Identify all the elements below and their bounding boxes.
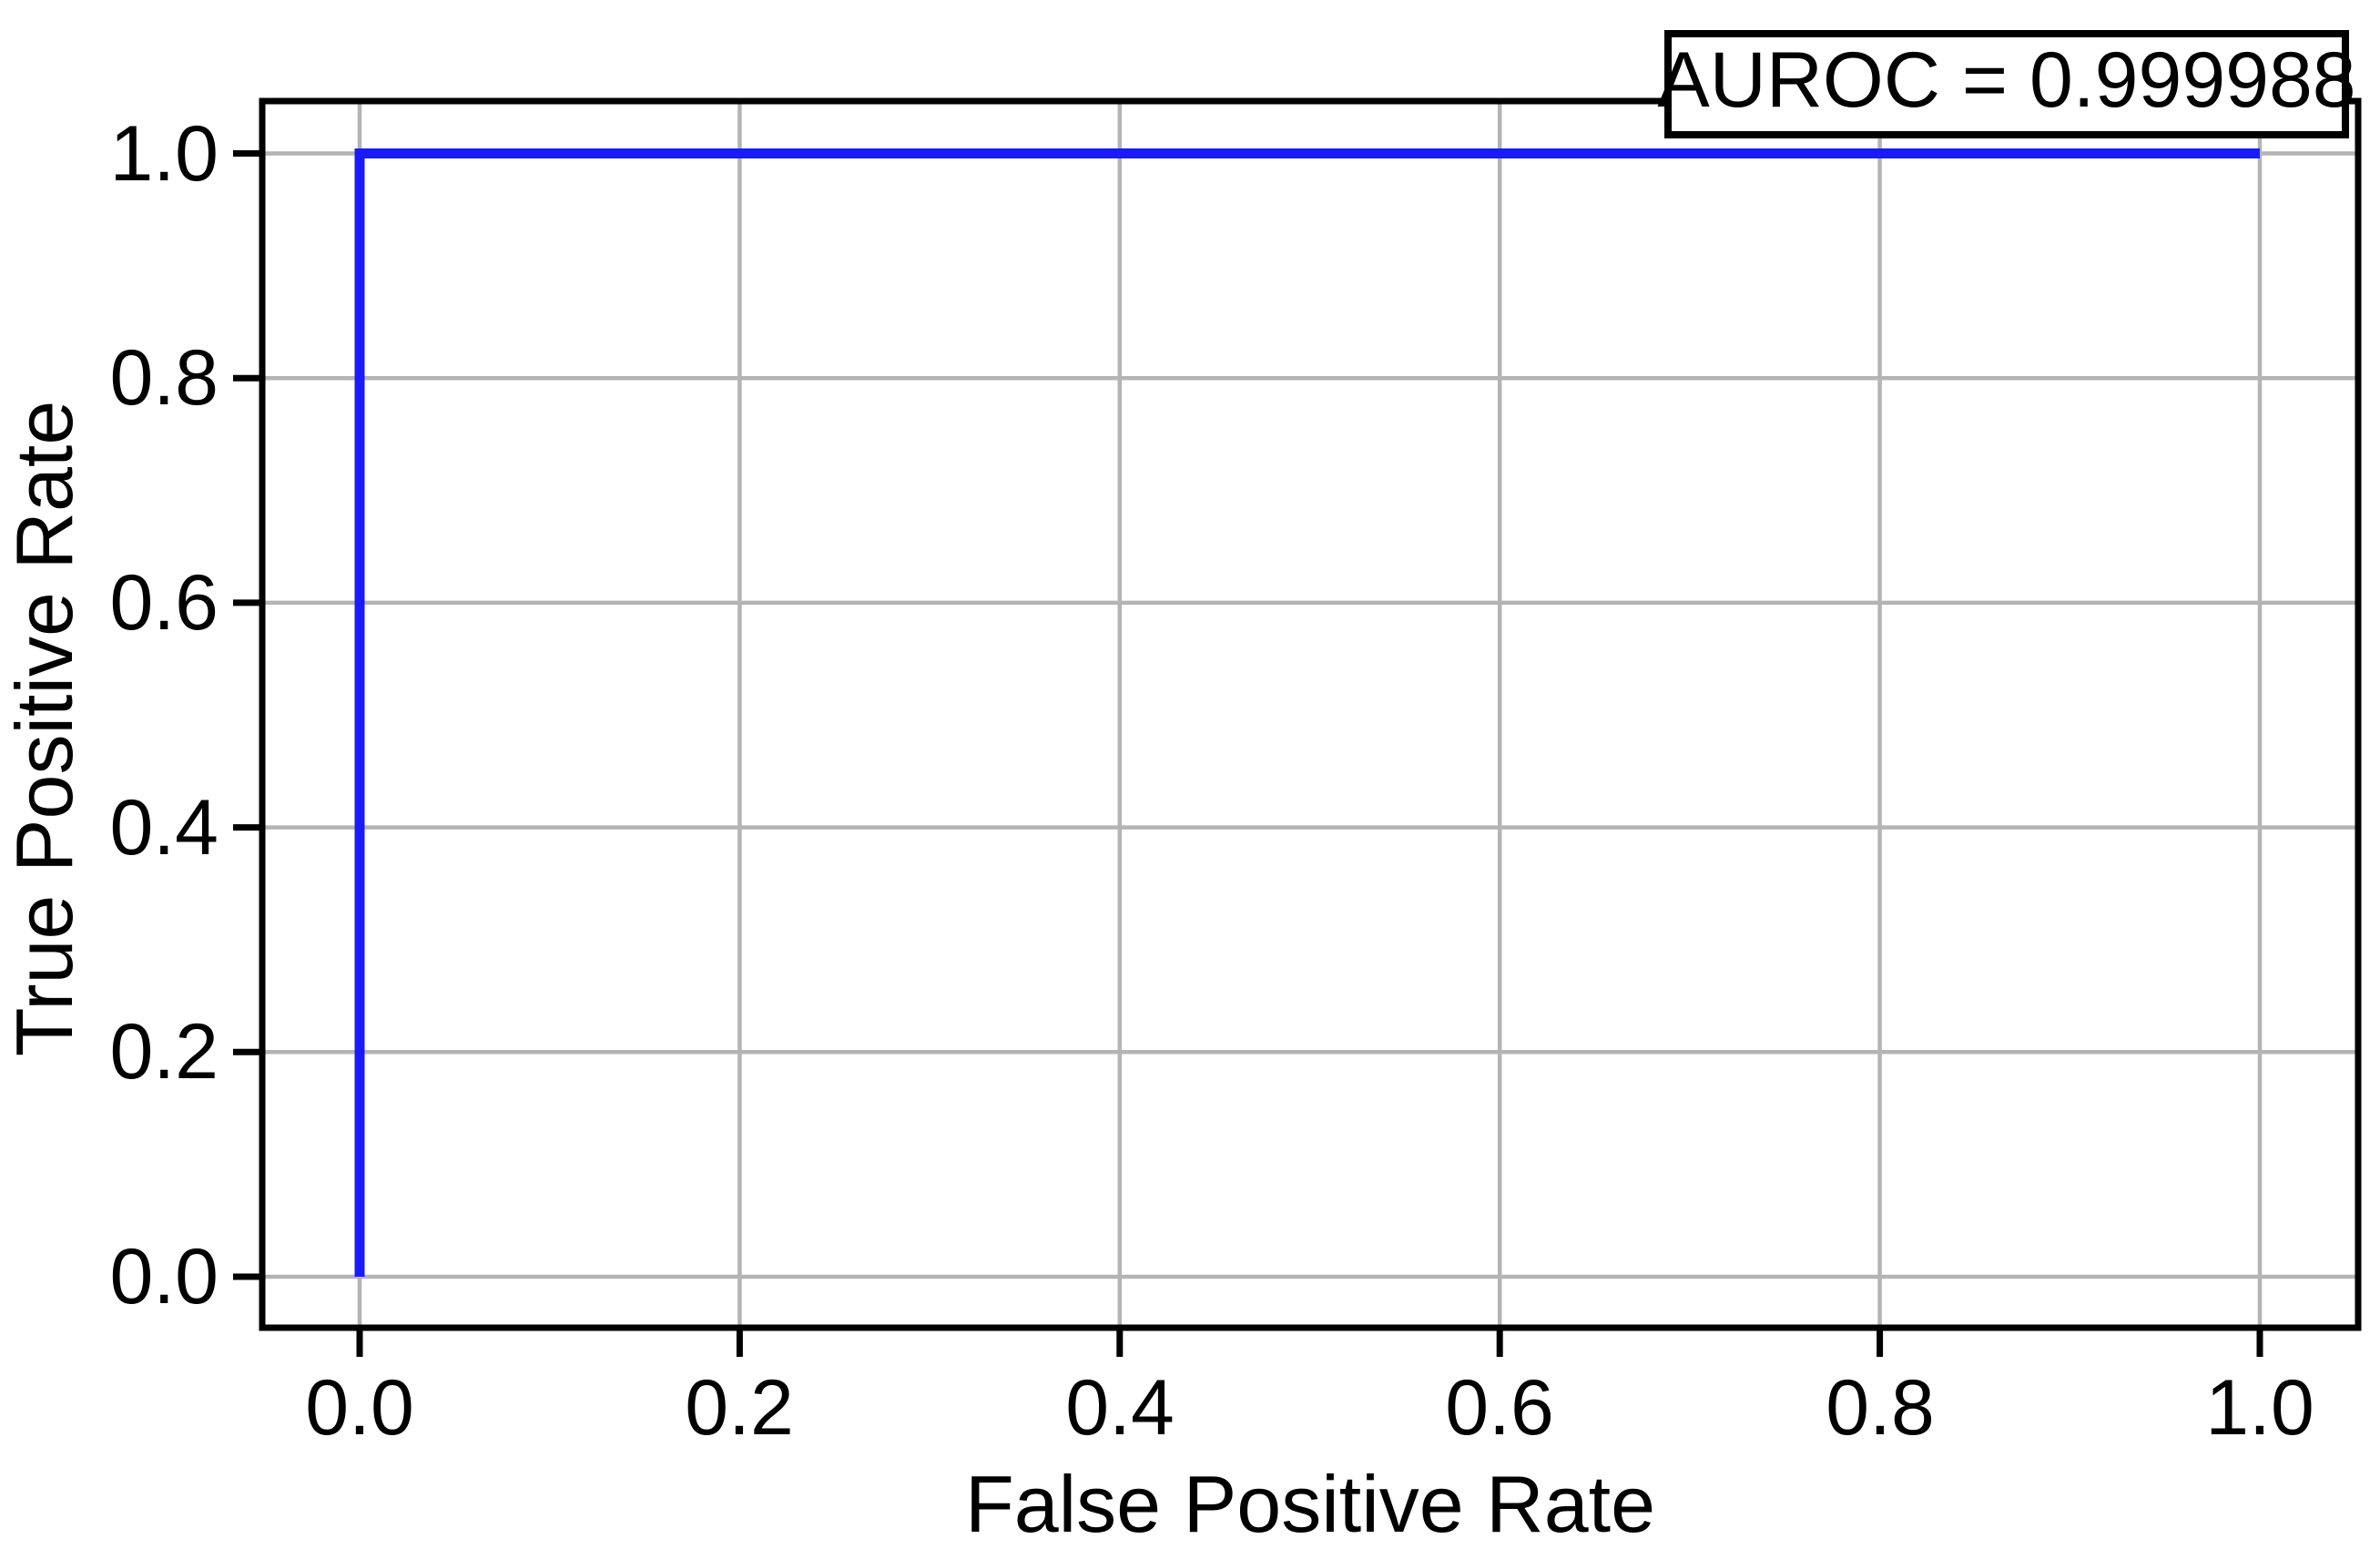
x-tick-label: 0.6 (1445, 1364, 1554, 1452)
y-tick-label: 0.0 (109, 1233, 219, 1320)
y-axis-label: True Positive Rate (0, 400, 89, 1057)
y-tick-label: 0.2 (109, 1008, 219, 1096)
x-tick-label: 0.8 (1826, 1364, 1935, 1452)
x-tick-label: 0.0 (305, 1364, 414, 1452)
y-tick-label: 1.0 (109, 110, 219, 198)
x-tick-label: 1.0 (2205, 1364, 2314, 1452)
plot-frame (259, 97, 2362, 1331)
x-tick-label: 0.2 (685, 1364, 794, 1452)
y-tick-label: 0.4 (109, 784, 219, 871)
roc-curve-line (354, 148, 2260, 1277)
y-tick-label: 0.8 (109, 334, 219, 422)
x-axis-label: False Positive Rate (964, 1459, 1656, 1549)
x-tick-label: 0.4 (1065, 1364, 1175, 1452)
legend-box: AUROC = 0.999988 (1657, 30, 2356, 138)
y-tick-label: 0.6 (109, 559, 219, 647)
legend-label: AUROC = 0.999988 (1657, 36, 2356, 124)
